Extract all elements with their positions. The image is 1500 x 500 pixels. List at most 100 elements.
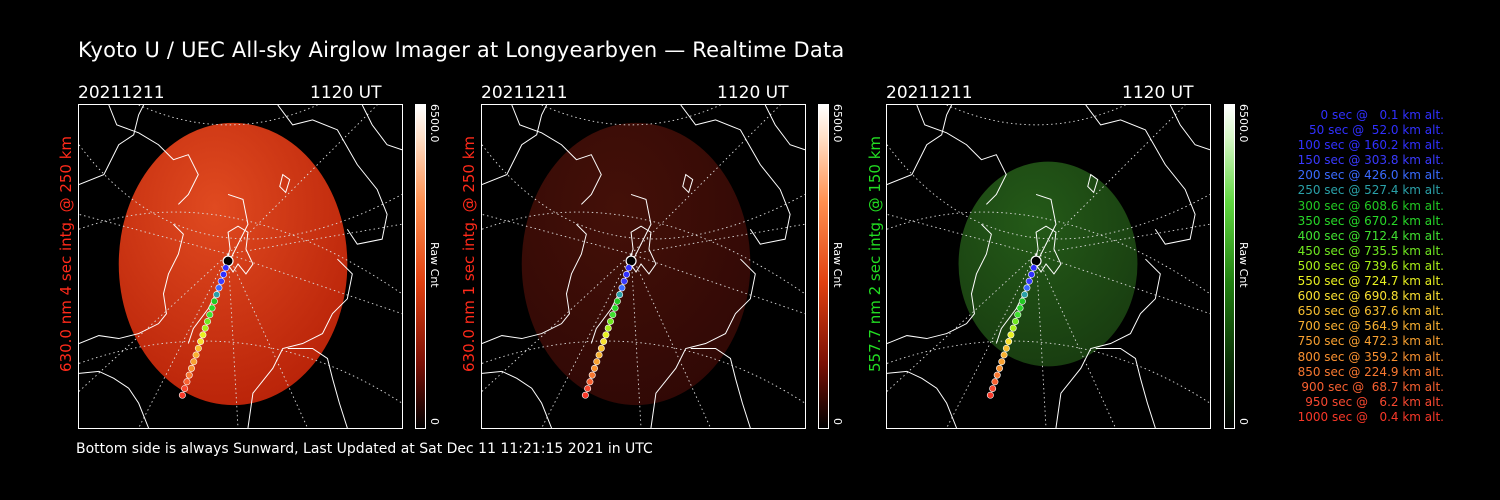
- trajectory-point: [623, 270, 630, 278]
- legend-row: 50 sec @ 52.0 km alt.: [1309, 123, 1444, 138]
- panel-2-date: 20211211: [481, 83, 568, 103]
- trajectory-point: [201, 324, 209, 332]
- trajectory-point: [210, 297, 218, 305]
- legend-row: 850 sec @ 224.9 km alt.: [1297, 364, 1444, 379]
- panel-3-colorbar-max: 6500.0: [1237, 104, 1250, 143]
- legend-row: 200 sec @ 426.0 km alt.: [1297, 168, 1444, 183]
- panel-3-date: 20211211: [886, 83, 973, 103]
- legend-row: 450 sec @ 735.5 km alt.: [1297, 243, 1444, 258]
- panel-2-colorbar: [818, 104, 829, 429]
- page-title: Kyoto U / UEC All-sky Airglow Imager at …: [78, 38, 845, 62]
- trajectory-point: [591, 364, 598, 372]
- trajectory-point: [625, 264, 633, 272]
- coastlines: [482, 105, 805, 428]
- panel-1-colorbar-unit: Raw Cnt: [428, 242, 441, 288]
- trajectory: [986, 255, 1042, 399]
- trajectory-point: [609, 311, 617, 319]
- panel-1-time: 1120 UT: [310, 83, 382, 103]
- panel-3-allsky-image: [886, 104, 1211, 429]
- airglow-disk: [118, 122, 348, 406]
- trajectory-point: [1030, 255, 1042, 267]
- trajectory-point: [996, 364, 1003, 372]
- legend-row: 150 sec @ 303.8 km alt.: [1297, 153, 1444, 168]
- trajectory-point: [597, 344, 605, 352]
- trajectory-point: [190, 358, 198, 366]
- trajectory-point: [1030, 264, 1038, 272]
- trajectory-point: [197, 338, 205, 346]
- legend-row: 950 sec @ 6.2 km alt.: [1305, 394, 1444, 409]
- trajectory-point: [613, 297, 621, 305]
- panel-1-date: 20211211: [78, 83, 165, 103]
- legend-row: 500 sec @ 739.6 km alt.: [1297, 258, 1444, 273]
- lat-lon-grid: [79, 105, 402, 428]
- trajectory-point: [199, 331, 207, 339]
- trajectory-legend: 0 sec @ 0.1 km alt. 50 sec @ 52.0 km alt.…: [1262, 108, 1444, 425]
- trajectory-point: [220, 270, 227, 278]
- panel-1-colorbar-max: 6500.0: [428, 104, 441, 143]
- legend-row: 750 sec @ 472.3 km alt.: [1297, 334, 1444, 349]
- trajectory-point: [178, 391, 186, 399]
- trajectory-point: [185, 371, 193, 379]
- panel-2-side-label: 630.0 nm 1 sec intg. @ 250 km: [460, 135, 478, 372]
- trajectory-point: [625, 255, 637, 267]
- trajectory-point: [1000, 351, 1008, 359]
- trajectory-point: [222, 264, 230, 272]
- trajectory-point: [1014, 311, 1022, 319]
- panel-3-time: 1120 UT: [1122, 83, 1194, 103]
- trajectory-point: [588, 371, 596, 379]
- airglow-disk: [958, 161, 1138, 367]
- panel-1-side-label: 630.0 nm 4 sec intg. @ 250 km: [57, 135, 75, 372]
- panel-3-colorbar: [1224, 104, 1235, 429]
- trajectory-point: [584, 385, 592, 393]
- trajectory-point: [1016, 304, 1024, 312]
- footer-note: Bottom side is always Sunward, Last Upda…: [76, 441, 653, 457]
- trajectory-point: [1025, 277, 1033, 285]
- airglow-disk: [521, 122, 751, 406]
- trajectory-point: [208, 304, 216, 312]
- trajectory-point: [604, 324, 612, 332]
- trajectory-point: [1023, 284, 1031, 292]
- legend-row: 550 sec @ 724.7 km alt.: [1297, 274, 1444, 289]
- trajectory-point: [206, 311, 214, 319]
- trajectory-point: [188, 364, 195, 372]
- trajectory-point: [1018, 297, 1026, 305]
- trajectory-point: [611, 304, 619, 312]
- trajectory-point: [192, 351, 200, 359]
- legend-row: 300 sec @ 608.6 km alt.: [1297, 198, 1444, 213]
- panel-2-time: 1120 UT: [717, 83, 789, 103]
- legend-row: 650 sec @ 637.6 km alt.: [1297, 304, 1444, 319]
- trajectory-point: [1005, 338, 1013, 346]
- panel-3-side-label: 557.7 nm 2 sec intg. @ 150 km: [866, 135, 884, 372]
- trajectory-point: [1007, 331, 1015, 339]
- trajectory-point: [616, 291, 624, 299]
- legend-row: 1000 sec @ 0.4 km alt.: [1297, 409, 1444, 424]
- lat-lon-grid: [887, 105, 1210, 428]
- trajectory-point: [217, 277, 225, 285]
- trajectory-point: [581, 391, 589, 399]
- legend-row: 700 sec @ 564.9 km alt.: [1297, 319, 1444, 334]
- trajectory-point: [1002, 344, 1010, 352]
- panel-1-colorbar-min: 0: [428, 418, 441, 425]
- trajectory-point: [989, 385, 997, 393]
- trajectory-point: [595, 351, 603, 359]
- trajectory: [581, 255, 637, 399]
- trajectory-point: [618, 284, 626, 292]
- lat-lon-grid: [482, 105, 805, 428]
- panel-2-colorbar-unit: Raw Cnt: [831, 242, 844, 288]
- trajectory-point: [993, 371, 1001, 379]
- trajectory-point: [600, 338, 608, 346]
- coastlines: [887, 105, 1210, 428]
- trajectory-point: [1021, 291, 1029, 299]
- trajectory-point: [602, 331, 610, 339]
- legend-row: 900 sec @ 68.7 km alt.: [1301, 379, 1444, 394]
- trajectory-point: [620, 277, 628, 285]
- trajectory-point: [593, 358, 601, 366]
- legend-row: 100 sec @ 160.2 km alt.: [1297, 138, 1444, 153]
- coastlines: [79, 105, 402, 428]
- trajectory-point: [181, 385, 189, 393]
- trajectory-point: [998, 358, 1006, 366]
- trajectory-point: [213, 291, 221, 299]
- panel-2-map: [482, 105, 805, 428]
- trajectory-point: [222, 255, 234, 267]
- trajectory-point: [1012, 317, 1019, 325]
